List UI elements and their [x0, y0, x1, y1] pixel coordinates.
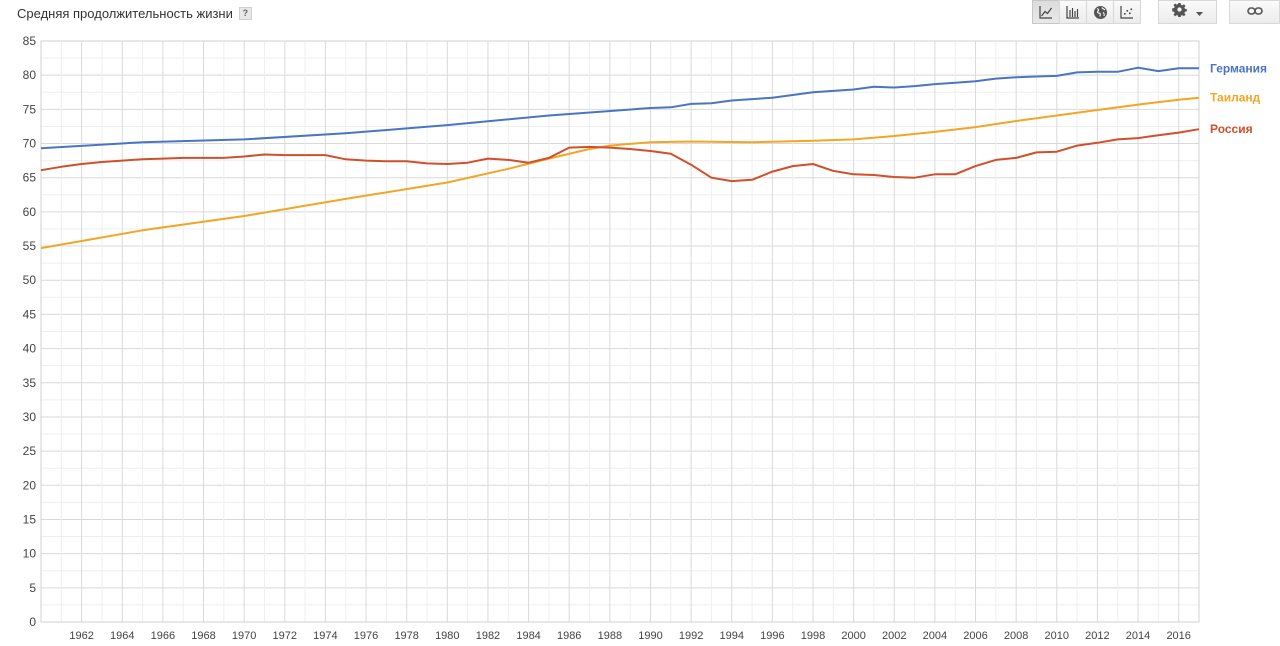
x-tick-label: 1966 [151, 630, 175, 642]
x-tick-label: 1980 [435, 630, 459, 642]
x-tick-label: 2012 [1085, 630, 1109, 642]
y-tick-label: 45 [23, 307, 37, 321]
bar-chart-icon [1066, 5, 1080, 19]
chart-grid [40, 40, 1200, 623]
x-tick-label: 1962 [69, 630, 93, 642]
x-tick-label: 1994 [719, 630, 743, 642]
series-lines [40, 66, 1200, 250]
caret-down-icon [1196, 3, 1203, 21]
x-tick-label: 1972 [273, 630, 297, 642]
y-tick-label: 30 [23, 410, 37, 424]
y-tick-label: 35 [23, 376, 37, 390]
x-tick-label: 1996 [760, 630, 784, 642]
series-line-Таиланд [40, 96, 1200, 250]
y-tick-label: 75 [23, 102, 37, 116]
y-tick-label: 15 [23, 512, 37, 526]
legend-label: Таиланд [1210, 91, 1261, 105]
y-tick-label: 70 [23, 137, 37, 151]
y-tick-label: 0 [29, 615, 36, 629]
line-chart-icon [1039, 5, 1053, 19]
y-tick-label: 55 [23, 239, 37, 253]
x-tick-label: 1970 [232, 630, 256, 642]
x-tick-label: 1976 [354, 630, 378, 642]
y-tick-label: 5 [29, 581, 36, 595]
y-tick-label: 10 [23, 547, 37, 561]
x-tick-label: 2006 [963, 630, 987, 642]
gear-icon [1172, 2, 1187, 22]
plot-frame [40, 40, 1200, 623]
y-tick-label: 50 [23, 273, 37, 287]
series-line-Россия [40, 128, 1200, 183]
x-tick-label: 1992 [679, 630, 703, 642]
y-tick-label: 20 [23, 478, 37, 492]
y-tick-label: 80 [23, 68, 37, 82]
x-tick-label: 1982 [476, 630, 500, 642]
y-axis: 0 5 10 15 20 25 30 35 40 45 50 55 60 65 70 75 80 85 [23, 34, 37, 629]
scatter-chart-icon [1120, 5, 1134, 19]
x-tick-label: 2010 [1045, 630, 1069, 642]
x-tick-label: 1984 [516, 630, 540, 642]
x-tick-label: 2016 [1166, 630, 1190, 642]
legend: Германия Таиланд Россия [1210, 61, 1267, 136]
x-tick-label: 2000 [841, 630, 865, 642]
scatter-chart-button[interactable] [1113, 0, 1141, 24]
series-line-Германия [40, 66, 1199, 150]
x-tick-label: 2008 [1004, 630, 1028, 642]
x-axis: 1962 1964 1966 1968 1970 1972 1974 1976 1978 1980… [69, 630, 1191, 642]
chart-title-text: Средняя продолжительность жизни [17, 6, 233, 21]
x-tick-label: 1974 [313, 630, 337, 642]
x-tick-label: 2004 [923, 630, 947, 642]
chart-type-toolbar [1032, 0, 1141, 24]
legend-label: Германия [1210, 61, 1267, 75]
link-icon [1246, 3, 1263, 21]
globe-map-icon [1093, 5, 1108, 20]
bar-chart-button[interactable] [1059, 0, 1087, 24]
x-tick-label: 1998 [801, 630, 825, 642]
help-button[interactable]: ? [238, 7, 252, 20]
y-tick-label: 85 [23, 34, 37, 48]
legend-label: Россия [1210, 122, 1253, 136]
settings-button[interactable] [1158, 0, 1217, 24]
x-tick-label: 1990 [638, 630, 662, 642]
y-tick-label: 60 [23, 205, 37, 219]
x-tick-label: 2002 [882, 630, 906, 642]
y-tick-label: 40 [23, 342, 37, 356]
y-tick-label: 25 [23, 444, 37, 458]
x-tick-label: 2014 [1126, 630, 1150, 642]
chart-title: Средняя продолжительность жизни ? [17, 6, 252, 21]
x-tick-label: 1968 [191, 630, 215, 642]
x-tick-label: 1964 [110, 630, 134, 642]
x-tick-label: 1986 [557, 630, 581, 642]
x-tick-label: 1988 [598, 630, 622, 642]
y-tick-label: 65 [23, 171, 37, 185]
x-tick-label: 1978 [394, 630, 418, 642]
